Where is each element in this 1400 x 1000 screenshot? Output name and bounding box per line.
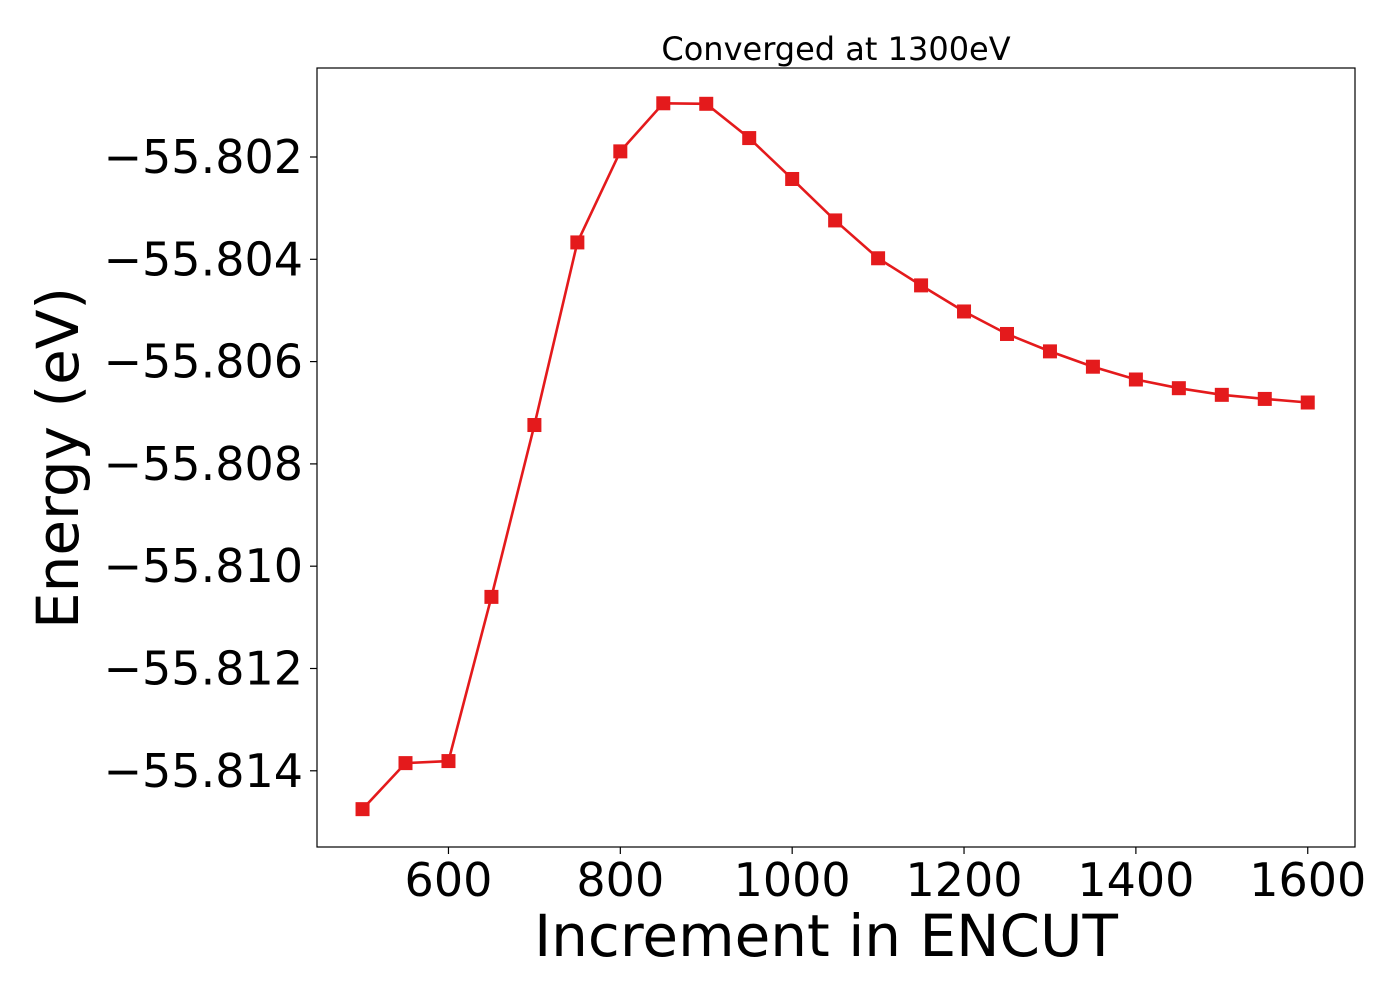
y-tick-label: −55.802 [104, 130, 304, 184]
x-tick-label: 600 [405, 853, 493, 907]
y-axis-ticks: −55.802 −55.804 −55.806 −55.808 −55.810 −55.8… [104, 130, 317, 798]
data-point-marker [527, 418, 542, 433]
data-point-marker [484, 589, 499, 604]
data-point-marker [699, 96, 714, 111]
x-axis-ticks: 600 800 1000 1200 1400 1600 [405, 847, 1366, 907]
data-point-marker [1085, 359, 1100, 374]
y-tick-label: −55.808 [104, 437, 304, 491]
x-axis-label: Increment in ENCUT [534, 902, 1118, 970]
x-tick-label: 1600 [1249, 853, 1366, 907]
data-point-marker [742, 131, 757, 146]
data-point-marker [914, 278, 929, 293]
data-point-marker [570, 235, 585, 250]
data-point-marker [1128, 372, 1143, 387]
data-point-marker [828, 213, 843, 228]
plot-area-frame [316, 67, 1356, 848]
y-tick-label: −55.810 [104, 539, 304, 593]
y-tick-label: −55.806 [104, 335, 304, 389]
x-tick-label: 1200 [905, 853, 1022, 907]
y-tick-label: −55.812 [104, 641, 304, 695]
series-layer [355, 96, 1315, 817]
y-axis-label: Energy (eV) [24, 287, 92, 629]
data-point-marker [1214, 387, 1229, 402]
data-point-marker [441, 754, 456, 769]
chart-title: Converged at 1300eV [661, 30, 1010, 68]
data-point-marker [1257, 391, 1272, 406]
x-tick-label: 1000 [734, 853, 851, 907]
data-point-marker [1300, 395, 1315, 410]
y-tick-label: −55.804 [104, 232, 304, 286]
data-point-marker [656, 96, 671, 111]
data-point-marker [1042, 344, 1057, 359]
data-point-marker [957, 304, 972, 319]
x-tick-label: 800 [576, 853, 664, 907]
series-line [361, 101, 1308, 811]
data-point-marker [871, 251, 886, 266]
data-point-marker [355, 802, 370, 817]
y-tick-label: −55.814 [104, 744, 304, 798]
data-point-marker [398, 756, 413, 771]
data-point-marker [613, 144, 628, 159]
data-point-marker [785, 171, 800, 186]
x-tick-label: 1400 [1077, 853, 1194, 907]
data-point-marker [1000, 326, 1014, 341]
data-point-marker [1171, 381, 1186, 396]
